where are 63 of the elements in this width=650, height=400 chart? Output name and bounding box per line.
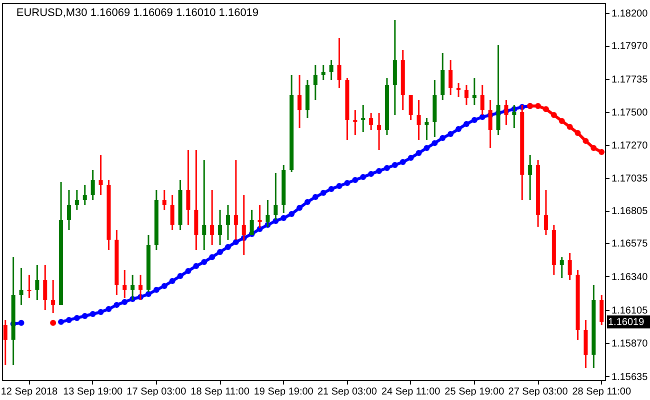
candlestick <box>162 189 166 211</box>
candlestick <box>170 194 174 231</box>
candlestick <box>210 189 214 246</box>
point <box>558 118 565 124</box>
point <box>535 102 542 109</box>
candlestick <box>448 59 453 96</box>
candlestick <box>186 149 190 226</box>
candlestick <box>377 112 382 151</box>
y-tick-label: 1.16340 <box>612 272 648 283</box>
point <box>590 145 597 152</box>
candlestick <box>43 264 48 311</box>
candlestick <box>560 256 564 279</box>
candlestick <box>528 154 532 201</box>
candlestick <box>424 117 429 141</box>
y-tick-label: 1.17270 <box>612 140 648 152</box>
y-tick-label: 1.17735 <box>612 74 648 86</box>
candlestick <box>456 82 461 98</box>
candlestick <box>35 264 40 301</box>
point <box>582 138 589 144</box>
candlestick <box>226 204 230 241</box>
candlestick <box>408 94 413 121</box>
point <box>550 112 557 118</box>
candlestick <box>329 59 334 81</box>
candlestick <box>90 169 95 201</box>
candlestick <box>568 252 572 281</box>
point <box>574 130 581 136</box>
chart-title: EURUSD,M30 1.16069 1.16069 1.16010 1.16019 <box>16 7 259 19</box>
y-tick-label: 1.15635 <box>612 372 648 383</box>
candlestick <box>218 209 222 246</box>
candlestick <box>313 64 318 101</box>
candlestick <box>298 74 302 129</box>
point <box>598 148 605 155</box>
candlestick <box>416 99 421 141</box>
y-tick-label: 1.16105 <box>612 305 648 316</box>
candlestick <box>369 112 374 131</box>
point <box>566 124 573 130</box>
candlestick <box>98 154 103 196</box>
candlestick <box>19 267 24 306</box>
candlestick <box>3 319 8 366</box>
y-tick-label: 1.16575 <box>612 238 648 250</box>
candlestick <box>544 189 548 236</box>
candlestick <box>353 109 358 136</box>
y-tick-label: 1.17970 <box>612 41 648 52</box>
candlestick <box>51 279 56 314</box>
candlestick <box>321 64 326 81</box>
candlestick <box>66 189 71 231</box>
candlestick <box>202 159 206 251</box>
text: 1.16019 <box>608 316 645 328</box>
point <box>542 106 549 112</box>
candlestick <box>122 269 127 299</box>
candlestick <box>600 294 604 326</box>
candlestick <box>464 84 468 106</box>
y-tick-label: 1.15870 <box>612 338 648 350</box>
candlestick <box>337 37 342 89</box>
candlestick <box>361 104 366 133</box>
y-tick-label: 1.17035 <box>612 174 648 185</box>
candlestick <box>472 77 476 106</box>
y-tick-label: 1.18200 <box>612 8 648 20</box>
candlestick <box>82 184 87 206</box>
candlestick <box>74 189 79 211</box>
y-tick-label: 1.16805 <box>612 206 648 218</box>
y-tick-label: 1.17500 <box>612 108 648 119</box>
candlestick <box>27 274 32 299</box>
